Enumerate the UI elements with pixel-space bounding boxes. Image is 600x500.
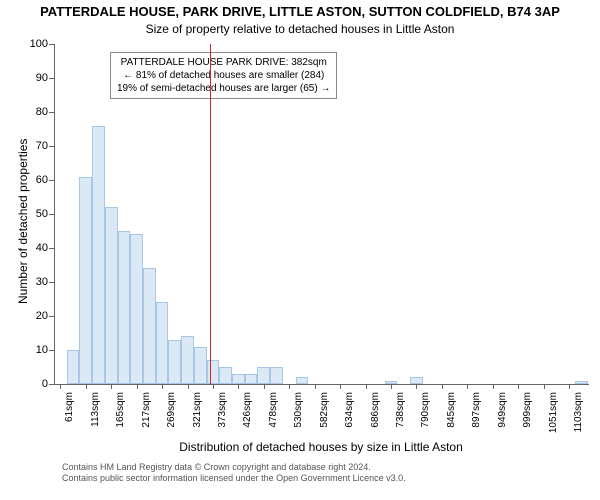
- histogram-bar: [296, 377, 309, 384]
- x-tick-mark: [518, 384, 519, 389]
- y-tick-mark: [49, 180, 54, 181]
- x-tick-mark: [188, 384, 189, 389]
- histogram-bar: [118, 231, 131, 384]
- x-axis-label: Distribution of detached houses by size …: [171, 440, 471, 454]
- y-tick-label: 40: [24, 242, 48, 254]
- property-marker-line: [210, 44, 211, 384]
- x-tick-label: 530sqm: [293, 392, 304, 442]
- x-tick-label: 897sqm: [471, 392, 482, 442]
- footer-line-2: Contains public sector information licen…: [62, 473, 406, 484]
- histogram-bar: [79, 177, 92, 384]
- annotation-box: PATTERDALE HOUSE PARK DRIVE: 382sqm ← 81…: [110, 52, 337, 99]
- chart-subtitle: Size of property relative to detached ho…: [0, 22, 600, 36]
- histogram-bar: [67, 350, 80, 384]
- histogram-bar: [245, 374, 258, 384]
- y-tick-mark: [49, 350, 54, 351]
- x-tick-mark: [391, 384, 392, 389]
- chart-container: PATTERDALE HOUSE, PARK DRIVE, LITTLE AST…: [0, 0, 600, 500]
- x-tick-label: 113sqm: [90, 392, 101, 442]
- x-tick-label: 582sqm: [319, 392, 330, 442]
- histogram-bar: [168, 340, 181, 384]
- histogram-bar: [181, 336, 194, 384]
- x-tick-label: 790sqm: [420, 392, 431, 442]
- x-tick-mark: [137, 384, 138, 389]
- x-tick-label: 321sqm: [192, 392, 203, 442]
- y-tick-mark: [49, 44, 54, 45]
- x-tick-label: 738sqm: [395, 392, 406, 442]
- histogram-bar: [270, 367, 283, 384]
- histogram-bar: [130, 234, 143, 384]
- x-tick-mark: [493, 384, 494, 389]
- x-tick-label: 1051sqm: [548, 392, 559, 442]
- annotation-line-1: PATTERDALE HOUSE PARK DRIVE: 382sqm: [117, 56, 330, 69]
- x-tick-label: 686sqm: [370, 392, 381, 442]
- footer-line-1: Contains HM Land Registry data © Crown c…: [62, 462, 406, 473]
- x-tick-mark: [467, 384, 468, 389]
- y-tick-label: 90: [24, 72, 48, 84]
- histogram-bar: [575, 381, 588, 384]
- annotation-line-3: 19% of semi-detached houses are larger (…: [117, 82, 330, 95]
- x-tick-mark: [416, 384, 417, 389]
- x-tick-mark: [340, 384, 341, 389]
- x-tick-label: 165sqm: [115, 392, 126, 442]
- x-tick-mark: [238, 384, 239, 389]
- footer-attribution: Contains HM Land Registry data © Crown c…: [62, 462, 406, 484]
- annotation-line-2: ← 81% of detached houses are smaller (28…: [117, 69, 330, 82]
- x-tick-label: 217sqm: [141, 392, 152, 442]
- histogram-bar: [257, 367, 270, 384]
- histogram-bar: [232, 374, 245, 384]
- histogram-bar: [410, 377, 423, 384]
- y-tick-mark: [49, 384, 54, 385]
- y-tick-mark: [49, 146, 54, 147]
- y-tick-mark: [49, 78, 54, 79]
- histogram-bar: [194, 347, 207, 384]
- x-tick-mark: [162, 384, 163, 389]
- histogram-bar: [207, 360, 220, 384]
- x-tick-mark: [60, 384, 61, 389]
- x-tick-mark: [315, 384, 316, 389]
- x-tick-label: 1103sqm: [573, 392, 584, 442]
- x-tick-mark: [442, 384, 443, 389]
- x-tick-label: 949sqm: [497, 392, 508, 442]
- y-tick-mark: [49, 112, 54, 113]
- x-tick-label: 999sqm: [522, 392, 533, 442]
- histogram-bar: [156, 302, 169, 384]
- y-tick-label: 50: [24, 208, 48, 220]
- histogram-bar: [105, 207, 118, 384]
- x-tick-label: 634sqm: [344, 392, 355, 442]
- y-tick-label: 60: [24, 174, 48, 186]
- x-tick-label: 61sqm: [64, 392, 75, 442]
- x-tick-label: 845sqm: [446, 392, 457, 442]
- y-tick-label: 10: [24, 344, 48, 356]
- chart-title: PATTERDALE HOUSE, PARK DRIVE, LITTLE AST…: [0, 4, 600, 19]
- y-tick-label: 0: [24, 378, 48, 390]
- x-tick-mark: [544, 384, 545, 389]
- x-tick-mark: [213, 384, 214, 389]
- x-tick-mark: [86, 384, 87, 389]
- y-tick-mark: [49, 282, 54, 283]
- y-tick-mark: [49, 316, 54, 317]
- histogram-bar: [92, 126, 105, 384]
- y-tick-label: 80: [24, 106, 48, 118]
- x-tick-mark: [366, 384, 367, 389]
- x-tick-mark: [111, 384, 112, 389]
- x-tick-label: 269sqm: [166, 392, 177, 442]
- histogram-bar: [219, 367, 232, 384]
- x-tick-label: 478sqm: [268, 392, 279, 442]
- histogram-bar: [143, 268, 156, 384]
- x-tick-label: 373sqm: [217, 392, 228, 442]
- x-tick-mark: [264, 384, 265, 389]
- x-tick-mark: [569, 384, 570, 389]
- y-tick-label: 70: [24, 140, 48, 152]
- y-tick-mark: [49, 248, 54, 249]
- y-tick-mark: [49, 214, 54, 215]
- y-tick-label: 30: [24, 276, 48, 288]
- x-tick-mark: [289, 384, 290, 389]
- x-tick-label: 426sqm: [242, 392, 253, 442]
- y-tick-label: 20: [24, 310, 48, 322]
- y-tick-label: 100: [24, 38, 48, 50]
